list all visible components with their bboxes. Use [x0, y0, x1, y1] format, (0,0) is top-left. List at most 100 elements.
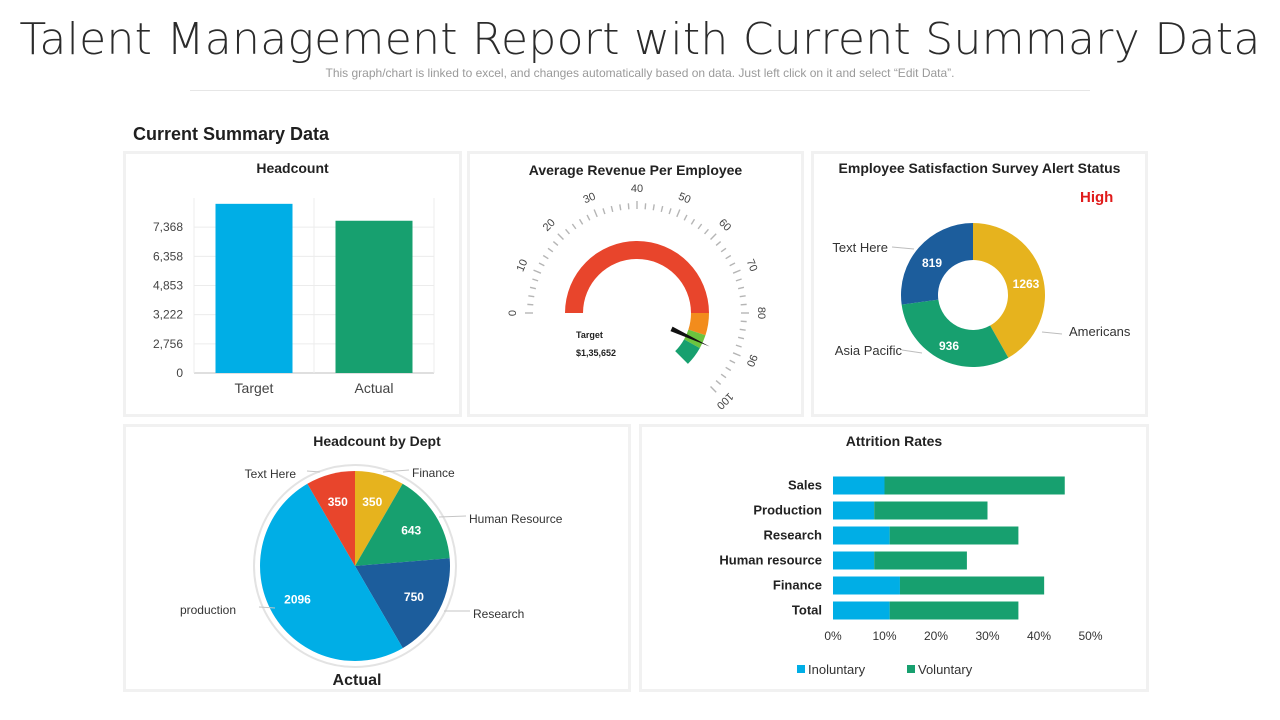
gauge-tick	[538, 262, 545, 267]
gauge-tick	[725, 254, 732, 260]
headcount-ytick: 6,358	[153, 249, 183, 263]
gauge-tick	[552, 241, 559, 246]
dept-panel: Headcount by Dept 350 Finance 643 Human Res…	[123, 424, 631, 692]
headcount-bar	[215, 203, 293, 373]
donut-category-label: Americans	[1069, 324, 1131, 339]
pie-outline	[253, 464, 457, 668]
pie-slice	[307, 471, 355, 566]
alert-status: High	[1080, 189, 1114, 206]
attrition-bar	[884, 476, 1065, 495]
gauge-tick	[697, 223, 703, 230]
headcount-xtick: Actual	[355, 380, 394, 396]
attrition-bar	[833, 551, 875, 570]
attrition-bar	[833, 526, 890, 545]
headcount-xtick: Target	[235, 380, 274, 396]
gauge-tick-label: 0	[507, 310, 519, 316]
gauge-segment	[675, 339, 700, 364]
gauge-tick	[729, 359, 736, 364]
legend-label: Inoluntary	[808, 662, 866, 677]
gauge-tick	[737, 286, 745, 290]
gauge-tick	[586, 214, 591, 221]
legend-swatch	[907, 665, 915, 673]
donut-value-label: 819	[922, 256, 942, 270]
gauge-tick	[533, 269, 542, 274]
attrition-xtick: 50%	[1078, 629, 1102, 643]
legend-label: Voluntary	[918, 662, 973, 677]
gauge-tick	[557, 233, 564, 240]
gauge-tick	[690, 218, 696, 225]
attrition-bar	[889, 601, 1019, 620]
attrition-xtick: 0%	[824, 629, 842, 643]
headcount-ytick: 2,756	[153, 337, 183, 351]
headcount-ytick: 3,222	[153, 308, 183, 322]
pie-slice	[260, 483, 403, 661]
gauge-tick-label: 100	[714, 390, 735, 411]
gauge-tick	[578, 218, 584, 225]
pie-category-label: Human Resource	[469, 512, 563, 526]
donut-slice	[901, 223, 973, 305]
gauge-tick	[565, 228, 570, 235]
gauge-tick	[529, 286, 537, 290]
gauge-tick	[720, 247, 727, 253]
donut-slice	[901, 299, 1009, 367]
gauge-segment	[688, 313, 709, 336]
headcount-ytick: 4,853	[153, 279, 183, 293]
gauge-tick	[704, 228, 709, 235]
gauge-tick	[739, 295, 746, 298]
attrition-category: Human resource	[719, 553, 822, 568]
legend-swatch	[797, 665, 805, 673]
donut-leader	[901, 349, 923, 354]
section-title: Current Summary Data	[133, 124, 330, 144]
gauge-tick	[683, 214, 688, 221]
gauge-tick-label: 90	[744, 352, 760, 368]
gauge-tick	[542, 254, 549, 260]
attrition-category: Total	[792, 603, 822, 618]
gauge-tick	[710, 386, 717, 393]
gauge-tick	[710, 233, 717, 240]
gauge-tick-label: 20	[541, 217, 558, 234]
pie-category-label: Finance	[412, 466, 455, 480]
attrition-category: Finance	[773, 578, 822, 593]
gauge-tick	[547, 247, 554, 253]
attrition-xtick: 20%	[924, 629, 948, 643]
page-title: Talent Management Report with Current Su…	[19, 14, 1261, 65]
gauge-tick-label: 70	[744, 258, 760, 274]
pie-category-label: production	[180, 603, 236, 617]
pie-value-label: 750	[404, 590, 424, 604]
attrition-bar	[833, 501, 875, 520]
pie-value-label: 2096	[284, 592, 311, 606]
gauge-tick	[660, 205, 664, 213]
satisfaction-title: Employee Satisfaction Survey Alert Statu…	[838, 160, 1121, 176]
pie-category-label: Research	[473, 607, 524, 621]
gauge-tick	[528, 295, 535, 298]
gauge-tick	[676, 209, 681, 218]
gauge-tick	[668, 208, 672, 215]
headcount-ytick: 7,368	[153, 220, 183, 234]
donut-leader	[891, 246, 915, 250]
revenue-panel: Average Revenue Per Employee 0 10 20 30 40 50…	[467, 151, 804, 417]
attrition-category: Production	[753, 503, 822, 518]
attrition-bar	[833, 601, 890, 620]
gauge-tick	[610, 205, 614, 213]
gauge-tick	[715, 241, 722, 246]
attrition-xtick: 40%	[1027, 629, 1051, 643]
attrition-xtick: 30%	[975, 629, 999, 643]
attrition-bar	[874, 551, 967, 570]
attrition-bar	[833, 576, 900, 595]
pie-leader	[438, 515, 467, 518]
pie-category-label: Text Here	[245, 467, 297, 481]
gauge-tick-label: 60	[716, 217, 733, 234]
dept-pie: 350 Finance 643 Human Resource 750 Research 20…	[180, 464, 563, 668]
gauge-tick	[732, 352, 741, 357]
revenue-title: Average Revenue Per Employee	[528, 162, 743, 178]
gauge-tick-label: 50	[676, 191, 692, 207]
gauge-tick-label: 30	[582, 191, 598, 207]
gauge-needle	[670, 326, 710, 347]
satisfaction-panel: Employee Satisfaction Survey Alert Statu…	[811, 151, 1148, 417]
attrition-category: Sales	[788, 478, 822, 493]
headcount-title: Headcount	[256, 160, 329, 176]
gauge-tick	[593, 209, 598, 218]
pie-value-label: 350	[362, 495, 382, 509]
gauge-tick	[602, 208, 606, 215]
headcount-ytick: 0	[176, 366, 183, 380]
